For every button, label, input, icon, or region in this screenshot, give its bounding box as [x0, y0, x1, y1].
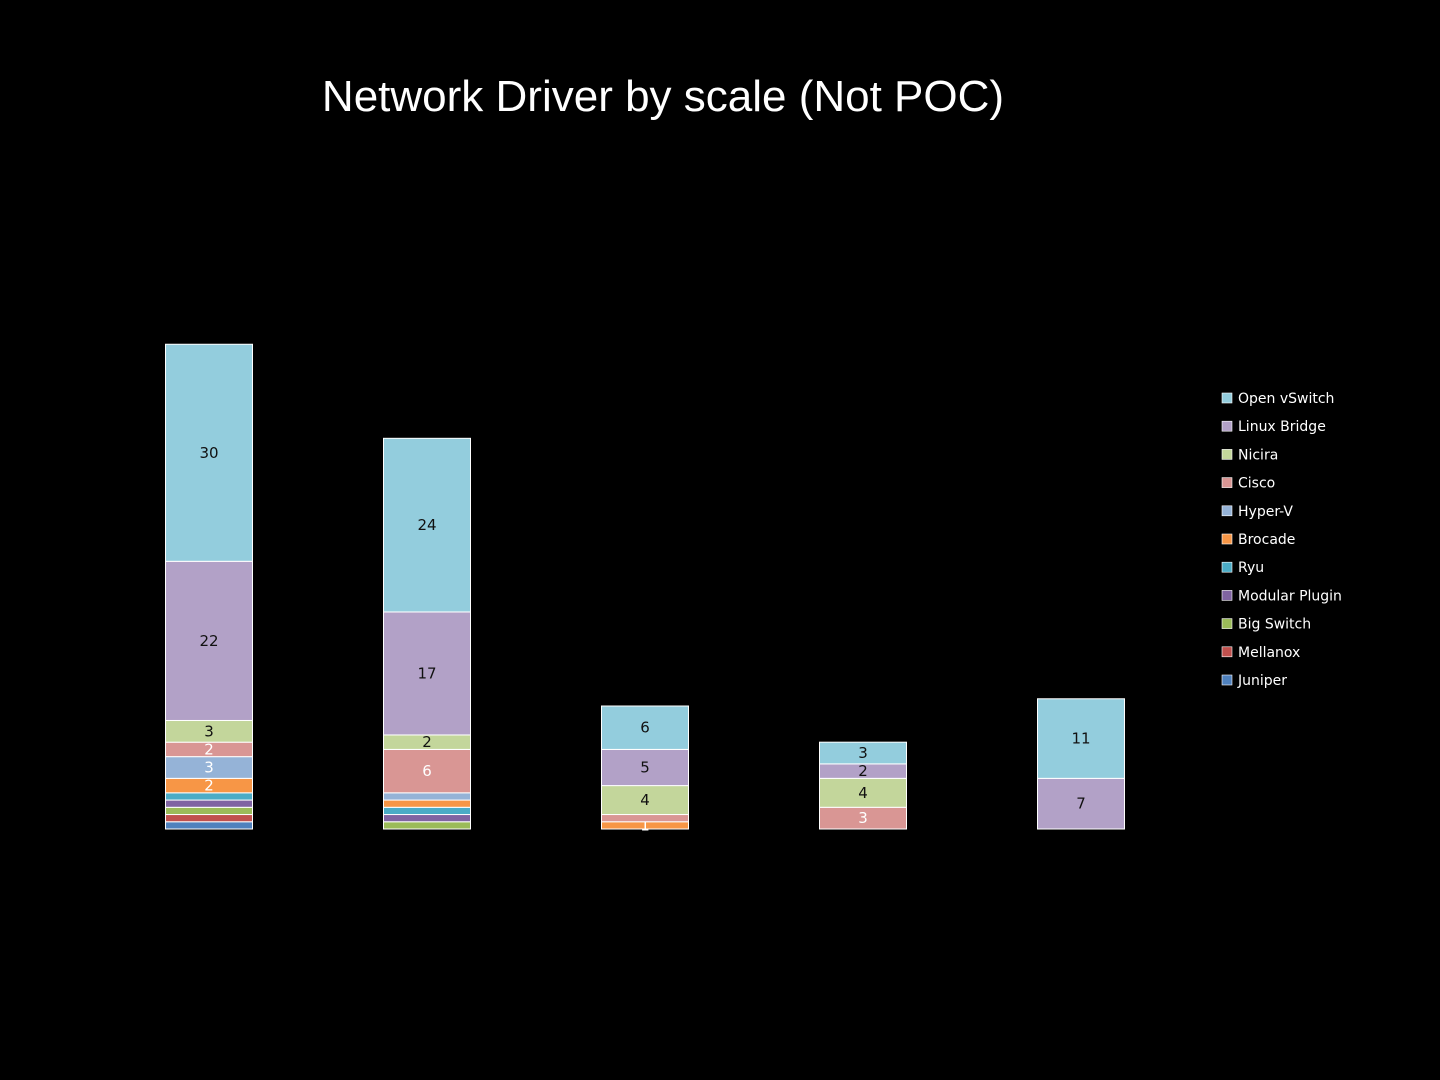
legend-label: Big Switch [1238, 617, 1311, 633]
legend-swatch [1221, 646, 1233, 658]
data-label: 4 [640, 791, 650, 809]
bar-segment-open-vswitch [601, 705, 689, 750]
legend-swatch [1221, 618, 1233, 629]
data-label: 4 [858, 784, 868, 802]
bar-segment-mellanox [165, 814, 253, 823]
legend-item: Linux Bridge [1221, 419, 1326, 435]
bar-segment-linux-bridge [1037, 777, 1125, 830]
bar-segment-open-vswitch [819, 741, 907, 765]
bar-segment-cisco [601, 814, 689, 823]
data-label: 3 [858, 809, 868, 827]
data-label: 2 [858, 762, 868, 780]
data-label: 2 [422, 733, 432, 751]
bar-segment-nicira [601, 785, 689, 816]
data-label: 3 [204, 722, 214, 740]
legend-item: Modular Plugin [1221, 588, 1342, 604]
legend: Open vSwitch Linux Bridge Nicira Cisco Hyper… [1221, 391, 1342, 689]
legend-item: Cisco [1221, 476, 1275, 492]
legend-item: Hyper-V [1221, 504, 1293, 520]
data-label: 6 [640, 719, 650, 737]
legend-label: Nicira [1238, 447, 1278, 463]
legend-swatch [1221, 590, 1233, 601]
bar-segment-linux-bridge [601, 748, 689, 787]
data-label: 7 [1076, 795, 1086, 813]
chart-title: Network Driver by scale (Not POC) [321, 72, 1005, 121]
legend-swatch [1221, 449, 1233, 460]
bar-segment-open-vswitch [165, 343, 253, 562]
data-label: 5 [640, 759, 650, 777]
data-label: 6 [422, 762, 432, 780]
legend-label: Modular Plugin [1238, 588, 1342, 604]
data-label: 17 [417, 664, 436, 682]
legend-swatch [1221, 420, 1233, 432]
bar-segment-brocade [383, 799, 471, 808]
data-label: 3 [204, 759, 214, 777]
legend-item: Big Switch [1221, 617, 1311, 633]
bar-stack-5: 7 11 [1037, 698, 1125, 830]
bar-segment-cisco [383, 748, 471, 794]
legend-label: Open vSwitch [1238, 391, 1334, 407]
legend-swatch [1221, 533, 1233, 545]
bar-segment-juniper [165, 821, 253, 830]
data-label: 2 [204, 777, 214, 795]
legend-item: Nicira [1221, 447, 1278, 463]
bar-segment-modular-plugin [165, 799, 253, 808]
legend-item: Brocade [1221, 532, 1295, 548]
data-label: 24 [417, 516, 436, 534]
legend-label: Ryu [1238, 560, 1264, 576]
legend-label: Brocade [1238, 532, 1295, 548]
bar-segment-big-switch [383, 821, 471, 830]
data-label: 1 [640, 816, 650, 834]
data-label: 3 [858, 744, 868, 762]
legend-label: Cisco [1238, 476, 1275, 492]
legend-swatch [1221, 561, 1233, 573]
legend-item: Juniper [1221, 673, 1287, 689]
bar-segment-linux-bridge [165, 560, 253, 721]
legend-swatch [1221, 477, 1233, 488]
bar-stack-3: 1 4 5 6 [601, 705, 689, 834]
data-label: 11 [1071, 730, 1090, 748]
bar-segment-modular-plugin [383, 814, 471, 823]
bar-segment-open-vswitch [383, 437, 471, 613]
legend-label: Juniper [1237, 673, 1287, 689]
data-label: 22 [199, 632, 218, 650]
data-label: 2 [204, 740, 214, 758]
bar-stack-2: 6 2 17 24 [383, 437, 471, 830]
data-label: 30 [199, 444, 218, 462]
legend-label: Hyper-V [1238, 504, 1293, 520]
bar-segment-open-vswitch [1037, 698, 1125, 779]
legend-label: Mellanox [1238, 645, 1300, 661]
legend-swatch [1221, 392, 1233, 404]
legend-swatch [1221, 674, 1233, 686]
bar-segment-big-switch [165, 806, 253, 816]
legend-item: Mellanox [1221, 645, 1300, 661]
legend-item: Ryu [1221, 560, 1264, 576]
legend-label: Linux Bridge [1238, 419, 1326, 435]
bar-segment-ryu [383, 806, 471, 816]
legend-swatch [1221, 505, 1233, 517]
bar-segment-hyper-v [383, 792, 471, 801]
legend-item: Open vSwitch [1221, 391, 1334, 407]
